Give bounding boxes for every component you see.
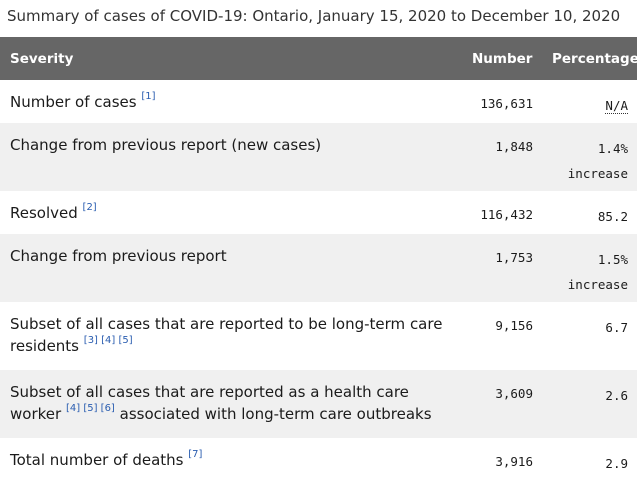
header-severity: Severity xyxy=(10,50,74,67)
row-label: Number of cases [1] xyxy=(10,91,156,112)
row-percentage: 1.4% increase xyxy=(567,141,628,181)
row-percentage: 6.7 xyxy=(605,320,628,335)
footnote-ref[interactable]: [4] xyxy=(101,335,116,346)
covid-summary-table: Severity Number Percentage Number of cas… xyxy=(0,37,637,481)
table-header-row: Severity Number Percentage xyxy=(0,37,637,80)
table-row: Resolved [2] 116,432 85.2 xyxy=(0,191,637,234)
footnote-ref[interactable]: [7] xyxy=(188,449,203,460)
header-percentage: Percentage xyxy=(552,50,637,67)
row-percentage: 2.9 xyxy=(605,456,628,471)
row-number: 1,848 xyxy=(495,139,533,154)
table-row: Subset of all cases that are reported as… xyxy=(0,370,637,438)
row-label: Resolved [2] xyxy=(10,202,97,223)
row-number: 3,916 xyxy=(495,454,533,469)
na-abbreviation: N/A xyxy=(605,98,628,114)
table-row: Change from previous report (new cases) … xyxy=(0,123,637,191)
row-percentage: N/A xyxy=(542,80,637,123)
row-label: Total number of deaths [7] xyxy=(10,449,203,470)
row-percentage: 1.5% increase xyxy=(567,252,628,292)
row-percentage: 2.6 xyxy=(605,388,628,403)
footnote-ref[interactable]: [3] xyxy=(83,335,98,346)
footnote-ref[interactable]: [2] xyxy=(82,202,97,213)
table-row: Total number of deaths [7] 3,916 2.9 xyxy=(0,438,637,481)
row-label: Subset of all cases that are reported as… xyxy=(10,383,432,423)
footnote-ref[interactable]: [6] xyxy=(100,403,115,414)
footnote-ref[interactable]: [5] xyxy=(83,403,98,414)
table-row: Change from previous report 1,753 1.5% in… xyxy=(0,234,637,302)
table-caption: Summary of cases of COVID-19: Ontario, J… xyxy=(7,7,621,25)
row-label: Change from previous report xyxy=(10,247,227,265)
row-number: 9,156 xyxy=(495,318,533,333)
footnote-ref[interactable]: [5] xyxy=(118,335,133,346)
row-label: Subset of all cases that are reported to… xyxy=(10,315,443,355)
footnote-ref[interactable]: [4] xyxy=(65,403,81,414)
row-number: 136,631 xyxy=(480,96,533,111)
table-row: Subset of all cases that are reported to… xyxy=(0,302,637,370)
row-percentage: 85.2 xyxy=(597,209,628,224)
footnote-ref[interactable]: [1] xyxy=(141,91,156,102)
row-label: Change from previous report (new cases) xyxy=(10,136,322,154)
table-row: Number of cases [1] 136,631 N/A xyxy=(0,80,637,123)
row-number: 1,753 xyxy=(495,250,533,265)
row-number: 116,432 xyxy=(480,207,533,222)
row-number: 3,609 xyxy=(495,386,533,401)
header-number: Number xyxy=(472,50,533,67)
